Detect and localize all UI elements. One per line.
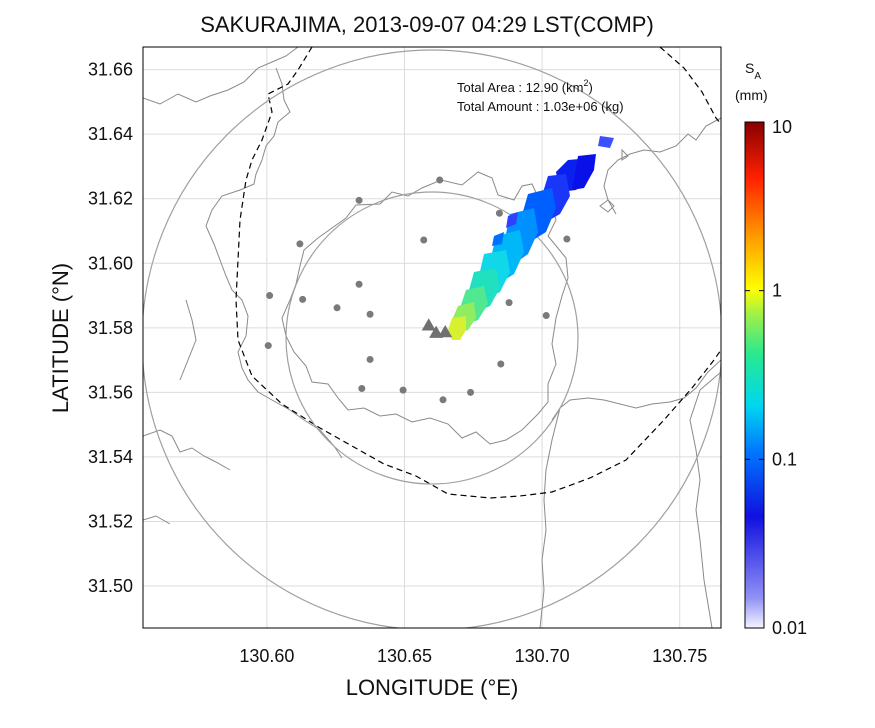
boundary-dashed [235, 47, 721, 499]
islet-east [599, 148, 629, 213]
station-dot [467, 388, 475, 396]
colorbar: SA (mm) 10 1 0.1 0.01 [735, 60, 807, 638]
station-dot [355, 196, 363, 204]
station-dot [497, 360, 505, 368]
colorbar-tick-label: 1 [772, 281, 782, 301]
y-tick-label: 31.50 [88, 576, 133, 596]
x-tick-label: 130.75 [652, 646, 707, 666]
x-tick-labels: 130.60 130.65 130.70 130.75 [239, 646, 707, 666]
colorbar-gradient [744, 121, 765, 629]
y-tick-label: 31.60 [88, 253, 133, 273]
station-dot [366, 355, 374, 363]
station-dot [399, 386, 407, 394]
total-area-close: ) [588, 80, 592, 95]
y-tick-label: 31.58 [88, 318, 133, 338]
station-dot [299, 295, 307, 303]
station-markers [264, 176, 571, 404]
station-dot [266, 292, 274, 300]
x-axis-label: LONGITUDE (°E) [346, 675, 519, 700]
y-tick-label: 31.52 [88, 511, 133, 531]
colorbar-tick-label: 0.1 [772, 449, 797, 469]
colorbar-label-main: S [745, 60, 754, 76]
coastline-west [143, 299, 231, 525]
station-dot [439, 396, 447, 404]
colorbar-label-sub: A [754, 71, 761, 82]
station-dot [333, 304, 341, 312]
coastline-east [539, 117, 721, 628]
y-tick-label: 31.66 [88, 60, 133, 80]
station-dot [542, 312, 550, 320]
station-dot [495, 209, 503, 217]
vent-triangle [421, 318, 436, 331]
station-dot [436, 176, 444, 184]
station-dot [355, 280, 363, 288]
colorbar-unit: (mm) [735, 87, 768, 103]
station-dot [505, 299, 513, 307]
range-ring-outer [143, 49, 721, 628]
total-area-line: Total Area : 12.90 (km2) [457, 78, 593, 95]
y-tick-label: 31.56 [88, 382, 133, 402]
x-tick-label: 130.65 [377, 646, 432, 666]
vent-markers [421, 318, 453, 338]
colorbar-ticks: 10 1 0.1 0.01 [745, 117, 807, 638]
range-ring-inner [285, 191, 579, 485]
y-tick-label: 31.64 [88, 124, 133, 144]
total-amount-text: Total Amount : 1.03e+06 (kg) [457, 99, 624, 114]
station-dot [358, 384, 366, 392]
vent-triangle [438, 325, 453, 338]
colorbar-label: SA [745, 60, 761, 82]
station-dot [264, 342, 272, 350]
station-dot [420, 236, 428, 244]
total-area-sup: 2 [583, 78, 588, 88]
totals-box: Total Area : 12.90 (km2) Total Amount : … [457, 78, 624, 114]
ash-deposit-plume [448, 136, 614, 340]
station-dot [366, 310, 374, 318]
y-tick-label: 31.54 [88, 447, 133, 467]
plot-frame [142, 46, 722, 629]
station-dot [563, 235, 571, 243]
chart-title: SAKURAJIMA, 2013-09-07 04:29 LST(COMP) [200, 12, 654, 37]
y-tick-label: 31.62 [88, 189, 133, 209]
coastline-north [143, 47, 343, 459]
y-tick-labels: 31.50 31.52 31.54 31.56 31.58 31.60 31.62 31.64… [88, 60, 133, 596]
station-dot [296, 240, 304, 248]
coastline-sakurajima [281, 171, 569, 445]
colorbar-tick-label: 0.01 [772, 618, 807, 638]
total-area-text: Total Area : 12.90 (km [457, 80, 583, 95]
y-axis-label: LATITUDE (°N) [48, 263, 73, 413]
x-tick-label: 130.60 [239, 646, 294, 666]
x-tick-label: 130.70 [515, 646, 570, 666]
colorbar-tick-label: 10 [772, 117, 792, 137]
